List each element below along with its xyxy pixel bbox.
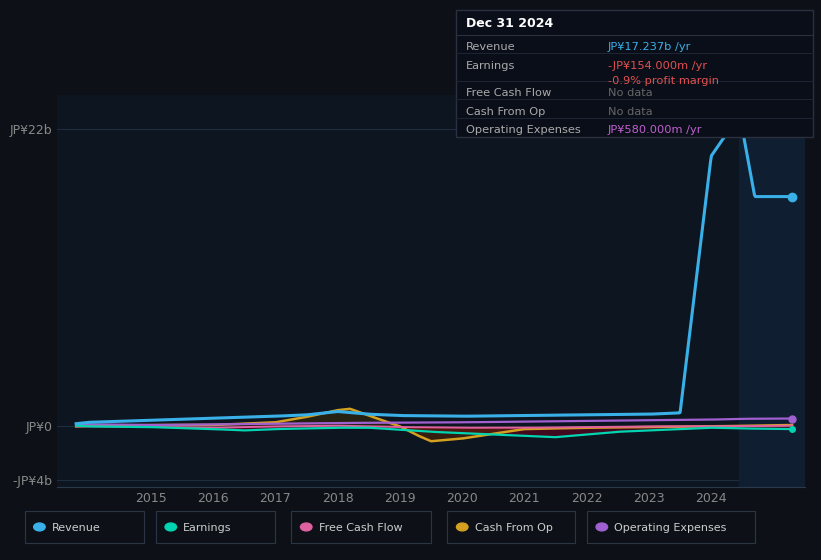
Text: Earnings: Earnings xyxy=(466,60,515,71)
Text: Cash From Op: Cash From Op xyxy=(466,107,545,117)
Text: Revenue: Revenue xyxy=(52,524,100,534)
Text: Operating Expenses: Operating Expenses xyxy=(614,524,727,534)
Text: -0.9% profit margin: -0.9% profit margin xyxy=(608,76,718,86)
Text: JP¥580.000m /yr: JP¥580.000m /yr xyxy=(608,125,702,136)
Text: Operating Expenses: Operating Expenses xyxy=(466,125,580,136)
Text: Cash From Op: Cash From Op xyxy=(475,524,553,534)
Text: JP¥17.237b /yr: JP¥17.237b /yr xyxy=(608,42,691,52)
Text: Earnings: Earnings xyxy=(183,524,232,534)
Text: No data: No data xyxy=(608,88,652,99)
Text: Free Cash Flow: Free Cash Flow xyxy=(466,88,551,99)
Text: Free Cash Flow: Free Cash Flow xyxy=(319,524,402,534)
Text: -JP¥154.000m /yr: -JP¥154.000m /yr xyxy=(608,60,707,71)
Bar xyxy=(739,95,805,487)
Text: No data: No data xyxy=(608,107,652,117)
Text: Revenue: Revenue xyxy=(466,42,515,52)
Text: Dec 31 2024: Dec 31 2024 xyxy=(466,17,553,30)
